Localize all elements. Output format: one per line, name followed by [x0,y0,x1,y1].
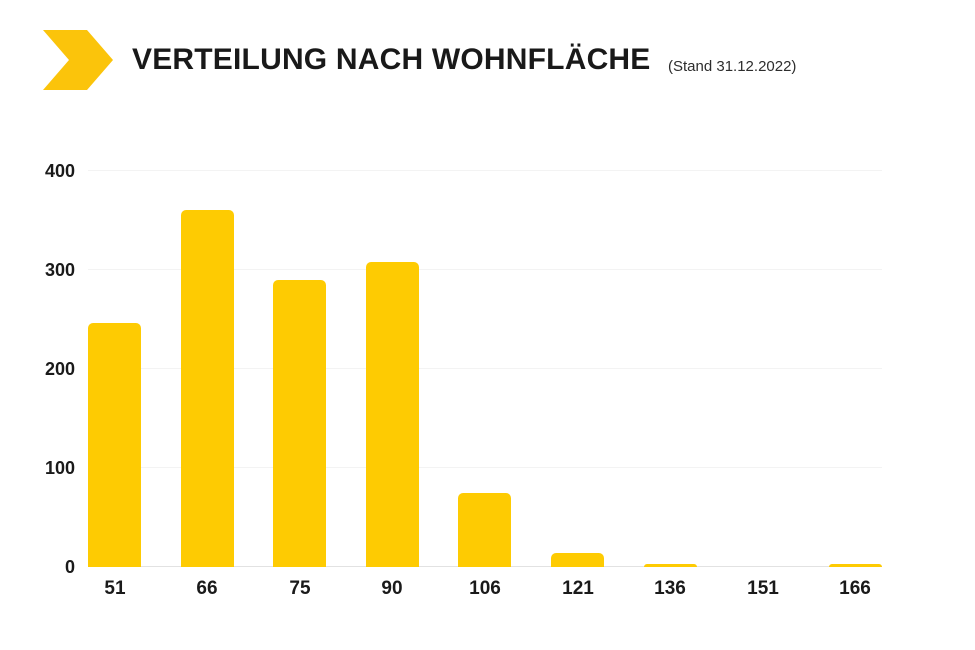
x-axis-tick-label: 90 [381,578,403,599]
y-axis-tick-label: 300 [44,260,75,280]
gridline [88,467,882,468]
x-axis-tick-label: 166 [839,578,871,599]
y-axis-tick-label: 200 [44,359,75,379]
bar-51 [88,323,141,567]
x-axis-tick-label: 75 [289,578,311,599]
x-axis-tick-label: 106 [469,578,501,599]
page-title: VERTEILUNG NACH WOHNFLÄCHE [132,43,651,76]
x-axis-tick-label: 51 [104,578,126,599]
bar-106 [458,493,511,567]
x-axis-tick-label: 66 [196,578,218,599]
x-axis-tick-label: 136 [654,578,686,599]
bar-90 [366,262,419,567]
bar-136 [644,564,697,567]
y-axis-tick-label: 100 [44,458,75,478]
gridline [88,170,882,171]
title-date-note: (Stand 31.12.2022) [668,58,797,75]
bar-chart-plot [88,170,882,567]
bar-121 [551,553,604,567]
bar-166 [829,564,882,567]
x-axis-tick-label: 121 [562,578,594,599]
yellow-chevron-arrow-icon [43,30,113,90]
y-axis-tick-label: 400 [44,161,75,181]
chevron-shape [43,30,113,90]
y-axis-tick-label: 0 [64,557,75,577]
gridline [88,269,882,270]
gridline [88,368,882,369]
bar-66 [181,210,234,567]
x-axis-tick-label: 151 [747,578,779,599]
bar-75 [273,280,326,567]
